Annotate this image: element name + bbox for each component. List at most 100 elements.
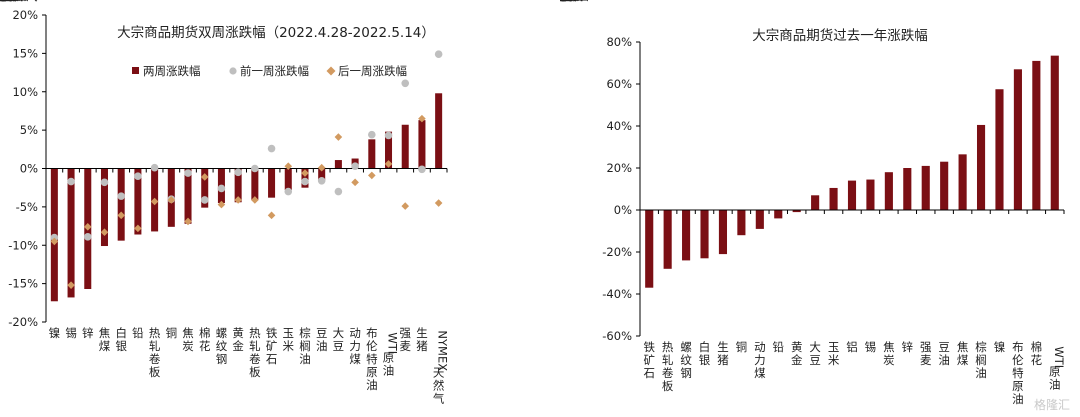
bar xyxy=(663,210,672,269)
next-week-point xyxy=(434,199,443,207)
prev-week-point xyxy=(134,172,142,180)
next-week-point xyxy=(284,162,293,170)
legend-swatch-dot xyxy=(229,67,237,75)
bar xyxy=(385,131,393,169)
y-tick-label: 80% xyxy=(606,35,632,49)
legend-label-two-week: 两周涨跌幅 xyxy=(143,64,201,78)
y-tick-label: 20% xyxy=(606,161,632,175)
next-week-point xyxy=(134,224,142,233)
chart-two-week-change: 大宗商品期货双周涨跌幅（2022.4.28-2022.5.14） 两周涨跌幅 前… xyxy=(0,0,450,406)
category-label: 铅铅 xyxy=(560,0,785,354)
bar xyxy=(184,168,192,224)
category-label: 棉花棉花 xyxy=(560,0,1043,367)
prev-week-point xyxy=(200,196,209,204)
prev-week-point xyxy=(301,177,309,186)
prev-week-point xyxy=(384,131,393,140)
bar xyxy=(401,124,409,169)
prev-week-point xyxy=(368,130,376,139)
plot-area: 20%15%10%5%0%-5%-10%-15%-20%镍镍锡锡锌锌焦煤焦煤白银… xyxy=(0,0,450,406)
next-week-point xyxy=(100,228,109,237)
next-week-point xyxy=(251,196,259,204)
prev-week-point xyxy=(284,187,293,196)
y-tick-label: 60% xyxy=(606,77,632,91)
y-tick-label: 40% xyxy=(606,119,632,133)
next-week-point xyxy=(384,160,393,168)
next-week-point xyxy=(301,169,309,177)
prev-week-point xyxy=(100,178,109,187)
y-tick-label: -10% xyxy=(8,238,38,252)
bar xyxy=(234,168,242,203)
prev-week-point xyxy=(317,176,326,185)
legend-label-next-week: 后一周涨跌幅 xyxy=(338,64,407,78)
category-label: 强麦强麦 xyxy=(560,0,932,367)
next-week-point xyxy=(334,133,343,141)
bar xyxy=(755,210,764,229)
category-label: 生猪生猪 xyxy=(560,0,729,367)
chart-title: 大宗商品期货过去一年涨跌幅 xyxy=(752,27,928,44)
bar xyxy=(418,120,426,169)
next-week-point xyxy=(217,200,226,209)
bar xyxy=(737,210,746,236)
prev-week-point xyxy=(50,233,59,242)
category-label: 黄金黄金 xyxy=(560,0,803,367)
next-week-point xyxy=(184,217,192,226)
next-week-point xyxy=(401,202,410,210)
y-tick-label: 15% xyxy=(12,46,38,60)
bar xyxy=(718,210,728,255)
category-label-latin: WTI xyxy=(1052,346,1066,368)
y-tick-label: 20% xyxy=(12,8,38,22)
legend-swatch-bar xyxy=(132,67,139,74)
next-week-point xyxy=(267,211,276,220)
bar xyxy=(67,168,75,298)
bar xyxy=(958,154,967,210)
bar xyxy=(976,124,986,210)
category-label-latin: WTI xyxy=(386,332,400,354)
prev-week-point xyxy=(217,184,226,193)
y-tick-label: -5% xyxy=(16,200,38,214)
prev-week-point xyxy=(150,163,159,172)
chart-title: 大宗商品期货双周涨跌幅（2022.4.28-2022.5.14） xyxy=(117,24,435,41)
next-week-point xyxy=(50,237,59,246)
bar xyxy=(811,195,820,210)
next-week-point xyxy=(200,173,209,181)
next-week-point xyxy=(418,114,426,123)
bar xyxy=(1032,60,1041,211)
bar xyxy=(921,165,930,210)
y-tick-label: 0% xyxy=(20,162,38,176)
chart-one-year-change: 大宗商品期货过去一年涨跌幅 80%60%40%20%0%-20%-40%-60%… xyxy=(560,0,1066,406)
bar xyxy=(884,172,893,210)
bar xyxy=(829,187,838,210)
next-week-point xyxy=(234,196,242,204)
category-label: 生猪生猪 xyxy=(0,0,428,353)
next-week-point xyxy=(117,211,125,220)
bar xyxy=(792,210,801,213)
bar xyxy=(774,210,783,219)
y-tick-label: -40% xyxy=(602,287,632,301)
prev-week-point xyxy=(267,144,276,153)
y-tick-label: 5% xyxy=(20,123,38,137)
bar xyxy=(201,168,209,208)
bar xyxy=(334,160,342,169)
legend-label-prev-week: 前一周涨跌幅 xyxy=(240,64,309,78)
category-label: 白银白银 xyxy=(560,0,711,367)
y-tick-label: -15% xyxy=(8,277,38,291)
next-week-point xyxy=(317,163,326,172)
prev-week-point xyxy=(184,169,192,177)
y-tick-label: -20% xyxy=(602,245,632,259)
prev-week-point xyxy=(234,168,242,177)
y-tick-label: 0% xyxy=(614,203,632,217)
y-tick-label: -20% xyxy=(8,315,38,329)
category-label: 动力煤动力煤 xyxy=(560,0,766,380)
bar xyxy=(435,93,443,169)
prev-week-point xyxy=(351,162,359,170)
bar xyxy=(645,210,654,288)
chart-panel-two-week: 大宗商品期货双周涨跌幅（2022.4.28-2022.5.14） 两周涨跌幅 前… xyxy=(0,0,450,406)
bar xyxy=(995,89,1004,210)
category-label: 豆油豆油 xyxy=(0,0,327,353)
prev-week-point xyxy=(401,79,410,88)
category-label: 铜铜 xyxy=(560,0,747,354)
next-week-point xyxy=(351,178,359,187)
bar xyxy=(903,168,912,210)
next-week-point xyxy=(368,171,376,180)
bar xyxy=(284,168,292,190)
